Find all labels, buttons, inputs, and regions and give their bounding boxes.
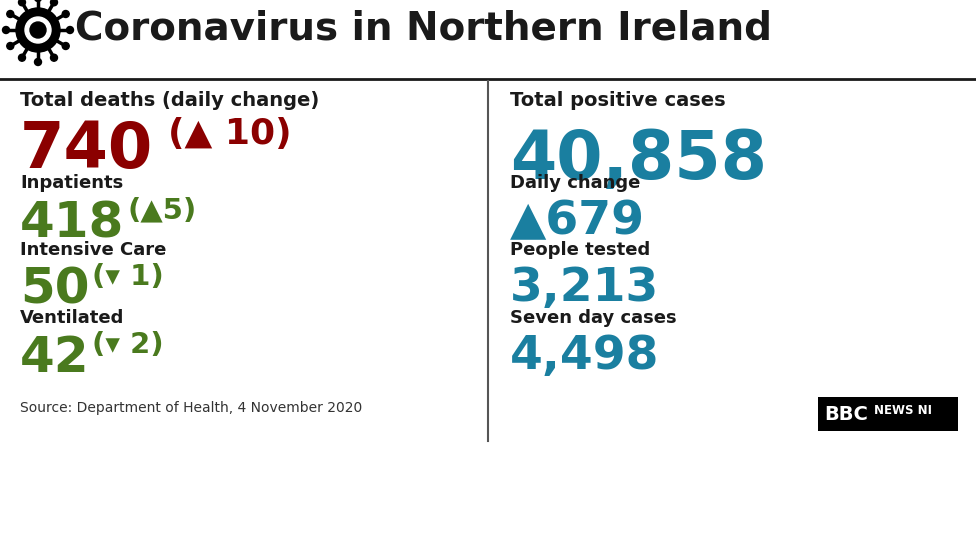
Circle shape [19,54,25,61]
Text: Source: Department of Health, 4 November 2020: Source: Department of Health, 4 November… [20,401,362,415]
Circle shape [7,10,14,18]
Text: 50: 50 [20,266,90,314]
Circle shape [62,42,69,49]
Circle shape [7,42,14,49]
Text: (▾ 1): (▾ 1) [92,263,164,291]
Circle shape [51,54,58,61]
Circle shape [62,10,69,18]
Text: ▲679: ▲679 [510,199,645,244]
Circle shape [66,26,73,33]
Text: Coronavirus in Northern Ireland: Coronavirus in Northern Ireland [75,9,772,47]
Text: Inpatients: Inpatients [20,174,123,192]
Circle shape [34,59,42,65]
Text: Seven day cases: Seven day cases [510,309,676,327]
Text: NEWS NI: NEWS NI [874,405,932,417]
Circle shape [25,17,51,43]
FancyBboxPatch shape [818,397,958,431]
Text: (▲5): (▲5) [128,196,197,224]
Text: (▾ 2): (▾ 2) [92,331,164,359]
Circle shape [19,0,25,6]
Text: BBC: BBC [824,405,868,423]
Circle shape [51,0,58,6]
Text: 40,858: 40,858 [510,127,767,193]
Text: Total deaths (daily change): Total deaths (daily change) [20,91,319,110]
Text: Intensive Care: Intensive Care [20,241,166,259]
Text: Daily change: Daily change [510,174,640,192]
Text: Total positive cases: Total positive cases [510,91,725,110]
Text: People tested: People tested [510,241,650,259]
Text: 42: 42 [20,334,90,382]
Text: 418: 418 [20,199,124,247]
Text: 4,498: 4,498 [510,334,660,379]
Text: 3,213: 3,213 [510,266,659,311]
Text: Ventilated: Ventilated [20,309,124,327]
Circle shape [3,26,10,33]
Text: (▲ 10): (▲ 10) [168,117,292,151]
Circle shape [34,0,42,2]
Circle shape [16,8,60,52]
Text: 740: 740 [20,119,153,181]
Circle shape [30,22,46,38]
